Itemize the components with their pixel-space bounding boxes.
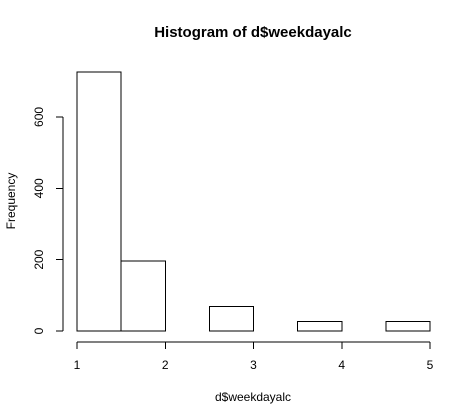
- x-tick-label: 2: [162, 358, 169, 372]
- histogram-bar-0: [76, 71, 122, 332]
- bars-group: [76, 71, 431, 332]
- y-axis-label: Frequency: [4, 173, 18, 230]
- y-axis: 0 200 400 600: [32, 107, 64, 334]
- x-axis-label: d$weekdayalc: [215, 390, 291, 404]
- x-axis: 1 2 3 4 5: [74, 341, 434, 372]
- y-tick-label: 400: [32, 178, 46, 198]
- histogram-bar-3: [208, 305, 254, 332]
- x-tick-label: 1: [74, 358, 81, 372]
- x-tick-label: 5: [427, 358, 434, 372]
- histogram-bar-5: [297, 321, 343, 332]
- x-tick-label: 3: [250, 358, 257, 372]
- y-tick-label: 0: [32, 327, 46, 334]
- y-tick-label: 600: [32, 107, 46, 127]
- x-tick-label: 4: [338, 358, 345, 372]
- y-tick-label: 200: [32, 249, 46, 269]
- histogram-bar-1: [120, 260, 166, 332]
- chart-title: Histogram of d$weekdayalc: [154, 24, 352, 41]
- histogram-bar-7: [385, 320, 431, 332]
